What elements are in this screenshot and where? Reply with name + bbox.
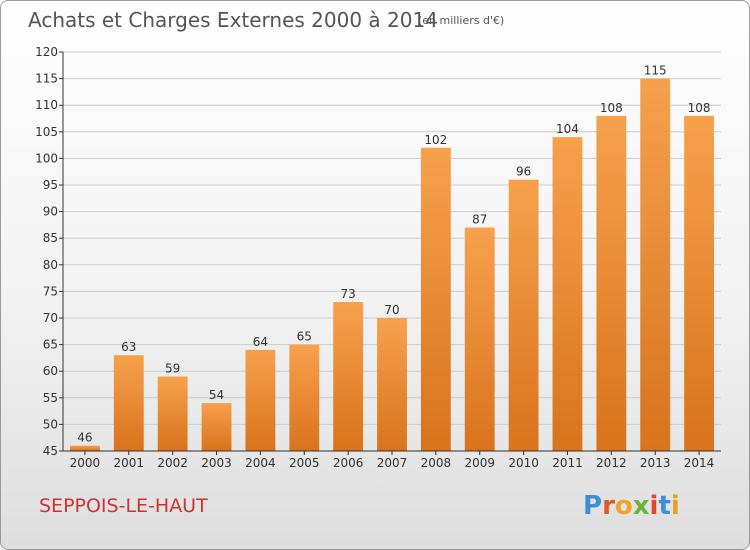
brand-logo: Proxiti: [583, 491, 680, 521]
data-label: 108: [600, 101, 623, 115]
bar: [113, 355, 144, 451]
bar: [552, 137, 583, 451]
y-tick-label: 115: [35, 72, 58, 86]
x-tick-label: 2005: [289, 456, 320, 470]
data-label: 104: [556, 122, 579, 136]
chart-subtitle: (en milliers d'€): [418, 14, 505, 27]
y-tick-label: 55: [43, 391, 58, 405]
x-tick-label: 2009: [464, 456, 495, 470]
y-tick-label: 120: [35, 45, 58, 59]
bar: [684, 115, 714, 451]
bar: [596, 115, 627, 451]
data-label: 70: [384, 303, 399, 317]
x-tick-label: 2012: [596, 456, 627, 470]
x-tick-label: 2013: [640, 456, 671, 470]
data-label: 59: [165, 362, 180, 376]
x-tick-label: 2007: [377, 456, 408, 470]
data-label: 65: [297, 330, 312, 344]
y-tick-label: 80: [43, 258, 58, 272]
x-tick-label: 2000: [70, 456, 101, 470]
y-tick-label: 95: [43, 178, 58, 192]
chart-title: Achats et Charges Externes 2000 à 2014: [28, 8, 438, 32]
x-tick-label: 2006: [333, 456, 364, 470]
y-tick-label: 100: [35, 151, 58, 165]
x-tick-label: 2004: [245, 456, 276, 470]
x-tick-label: 2014: [684, 456, 715, 470]
location-name: SEPPOIS-LE-HAUT: [39, 495, 208, 517]
data-label: 64: [253, 335, 268, 349]
x-tick-label: 2003: [201, 456, 232, 470]
bar: [508, 179, 539, 451]
y-tick-label: 85: [43, 231, 58, 245]
data-label: 115: [644, 64, 667, 78]
bar: [377, 318, 407, 451]
data-label: 96: [516, 165, 531, 179]
y-tick-label: 65: [43, 338, 58, 352]
x-tick-label: 2002: [157, 456, 188, 470]
data-label: 102: [424, 133, 447, 147]
data-label: 54: [209, 388, 224, 402]
y-tick-label: 45: [43, 444, 58, 458]
x-tick-label: 2011: [552, 456, 583, 470]
bar: [640, 78, 671, 451]
y-tick-label: 105: [35, 125, 58, 139]
x-tick-label: 2010: [508, 456, 539, 470]
bar: [157, 376, 188, 451]
data-label: 87: [472, 213, 487, 227]
data-label: 46: [77, 431, 92, 445]
y-tick-label: 75: [43, 284, 58, 298]
bar: [289, 344, 320, 451]
bar: [420, 147, 451, 451]
bar: [70, 445, 100, 451]
y-tick-label: 70: [43, 311, 58, 325]
y-tick-label: 50: [43, 417, 58, 431]
y-tick-label: 60: [43, 364, 58, 378]
data-label: 73: [340, 287, 355, 301]
data-label: 108: [688, 101, 711, 115]
bar: [333, 302, 364, 451]
bar: [464, 227, 495, 451]
y-tick-label: 90: [43, 205, 58, 219]
data-label: 63: [121, 340, 136, 354]
y-tick-label: 110: [35, 98, 58, 112]
x-tick-label: 2008: [421, 456, 452, 470]
bar: [245, 349, 276, 451]
bar: [201, 403, 232, 451]
x-tick-label: 2001: [114, 456, 145, 470]
